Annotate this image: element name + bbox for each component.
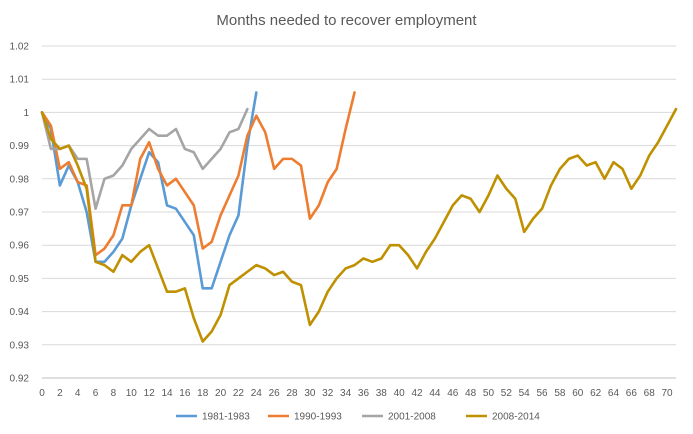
series-lines xyxy=(40,91,678,343)
y-tick-label: 0.93 xyxy=(10,340,30,351)
legend: 1981-1983 1990-1993 2001-2008 2008-2014 xyxy=(176,412,540,423)
legend-label: 2008-2014 xyxy=(492,412,540,423)
legend-label: 2001-2008 xyxy=(388,412,436,423)
x-tick-label: 20 xyxy=(215,388,227,399)
series-line-2001-2008 xyxy=(40,107,249,210)
x-tick-label: 14 xyxy=(161,388,173,399)
x-tick-label: 12 xyxy=(144,388,156,399)
x-tick-label: 64 xyxy=(608,388,620,399)
x-tick-label: 54 xyxy=(519,388,531,399)
y-tick-label: 0.97 xyxy=(10,208,30,219)
y-tick-label: 0.98 xyxy=(10,174,30,185)
axes: 0.92 0.93 0.94 0.95 0.96 0.97 0.98 0.99 1 1.01 1.0… xyxy=(10,42,676,399)
x-tick-label: 60 xyxy=(572,388,584,399)
x-tick-label: 10 xyxy=(126,388,138,399)
x-tick-label: 48 xyxy=(465,388,477,399)
x-tick-label: 42 xyxy=(411,388,423,399)
x-tick-label: 0 xyxy=(39,388,45,399)
x-tick-label: 22 xyxy=(233,388,245,399)
x-tick-label: 44 xyxy=(429,388,441,399)
x-tick-label: 56 xyxy=(536,388,548,399)
x-tick-label: 40 xyxy=(394,388,406,399)
gridlines xyxy=(42,45,676,346)
y-tick-label: 0.99 xyxy=(10,141,30,152)
x-tick-label: 66 xyxy=(626,388,638,399)
x-tick-label: 24 xyxy=(251,388,263,399)
y-tick-label: 0.96 xyxy=(10,241,30,252)
x-tick-label: 50 xyxy=(483,388,495,399)
x-tick-label: 70 xyxy=(662,388,674,399)
y-tick-label: 0.92 xyxy=(10,374,30,385)
x-tick-label: 26 xyxy=(269,388,281,399)
x-tick-label: 34 xyxy=(340,388,352,399)
series-line-2008-2014 xyxy=(40,107,678,343)
x-tick-label: 46 xyxy=(447,388,459,399)
x-tick-label: 18 xyxy=(197,388,209,399)
x-tick-label: 4 xyxy=(75,388,81,399)
y-tick-label: 0.95 xyxy=(10,274,30,285)
chart-title: Months needed to recover employment xyxy=(216,12,477,29)
x-tick-label: 58 xyxy=(554,388,566,399)
y-tick-label: 0.94 xyxy=(10,307,30,318)
y-tick-label: 1.01 xyxy=(10,75,30,86)
x-tick-label: 2 xyxy=(57,388,63,399)
y-tick-label: 1 xyxy=(23,108,29,119)
x-tick-label: 16 xyxy=(179,388,191,399)
x-tick-label: 68 xyxy=(644,388,656,399)
x-tick-label: 38 xyxy=(376,388,388,399)
x-tick-label: 62 xyxy=(590,388,602,399)
x-tick-label: 28 xyxy=(286,388,298,399)
y-tick-label: 1.02 xyxy=(10,42,30,53)
legend-label: 1981-1983 xyxy=(202,412,250,423)
x-tick-label: 36 xyxy=(358,388,370,399)
x-tick-label: 30 xyxy=(304,388,316,399)
x-tick-label: 8 xyxy=(111,388,117,399)
series-line-1981-1983 xyxy=(40,91,258,290)
x-tick-label: 6 xyxy=(93,388,99,399)
x-tick-label: 52 xyxy=(501,388,513,399)
x-tick-label: 32 xyxy=(322,388,334,399)
legend-label: 1990-1993 xyxy=(294,412,342,423)
